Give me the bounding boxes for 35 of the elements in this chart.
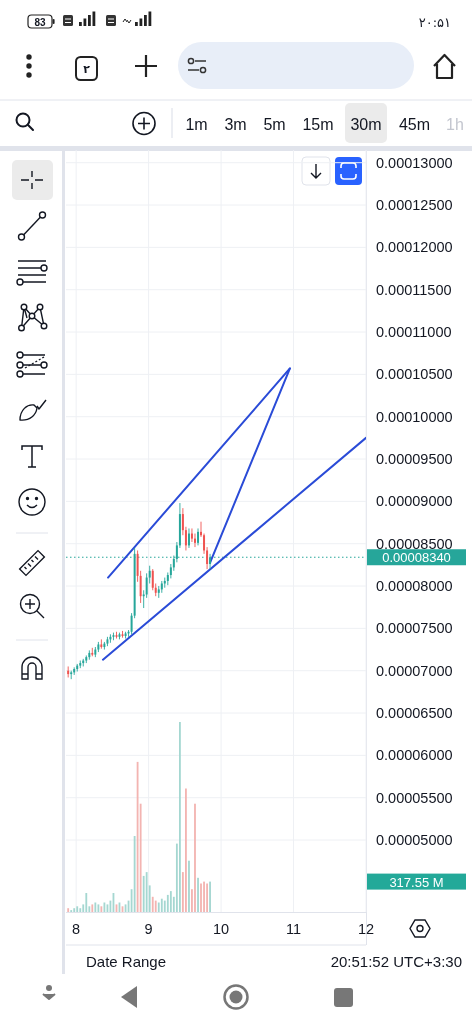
y-tick-label: 0.00007000	[376, 662, 453, 679]
text: Date Range	[86, 952, 167, 970]
y-tick-label: 0.00005500	[376, 789, 453, 806]
y-tick-label: 0.00006500	[376, 705, 453, 722]
text: 30m	[350, 115, 382, 133]
text: 20:51:52 UTC+3:30	[330, 952, 462, 970]
x-tick-label: 11	[286, 921, 302, 937]
y-tick-label: 0.00012500	[376, 197, 453, 214]
y-tick-label: 0.00013000	[376, 154, 453, 171]
text: 1m	[185, 115, 208, 133]
y-tick-label: 0.00012000	[376, 239, 453, 256]
text: ۲۰:۵۱	[418, 14, 451, 29]
y-tick-label: 0.00011500	[376, 281, 452, 298]
text: 5m	[263, 115, 286, 133]
text: 83	[34, 16, 46, 27]
y-tick-label: 0.00007500	[376, 620, 453, 637]
y-tick-label: 0.00008000	[376, 578, 453, 595]
text: 45m	[398, 115, 431, 133]
x-tick-label: 9	[144, 921, 153, 937]
y-tick-label: 0.00005000	[376, 832, 453, 849]
text: 15m	[302, 115, 334, 133]
y-tick-label: 0.00010000	[376, 408, 453, 425]
text: ۲	[83, 62, 91, 75]
text: 3m	[224, 115, 247, 133]
x-tick-label: 8	[72, 921, 81, 937]
x-tick-label: 10	[213, 921, 230, 937]
x-tick-label: 12	[357, 921, 375, 937]
y-tick-label: 0.00010500	[376, 366, 453, 383]
y-tick-label: 0.00006000	[376, 747, 453, 764]
y-tick-label: 0.00011000	[376, 324, 452, 341]
ref-line-label: 0.00008340	[382, 549, 451, 565]
y-tick-label: 0.00009500	[376, 451, 453, 468]
text: 1h	[446, 115, 464, 133]
y-tick-label: 0.00009000	[376, 493, 453, 510]
y-tick-label: 0.00008500	[376, 535, 453, 552]
